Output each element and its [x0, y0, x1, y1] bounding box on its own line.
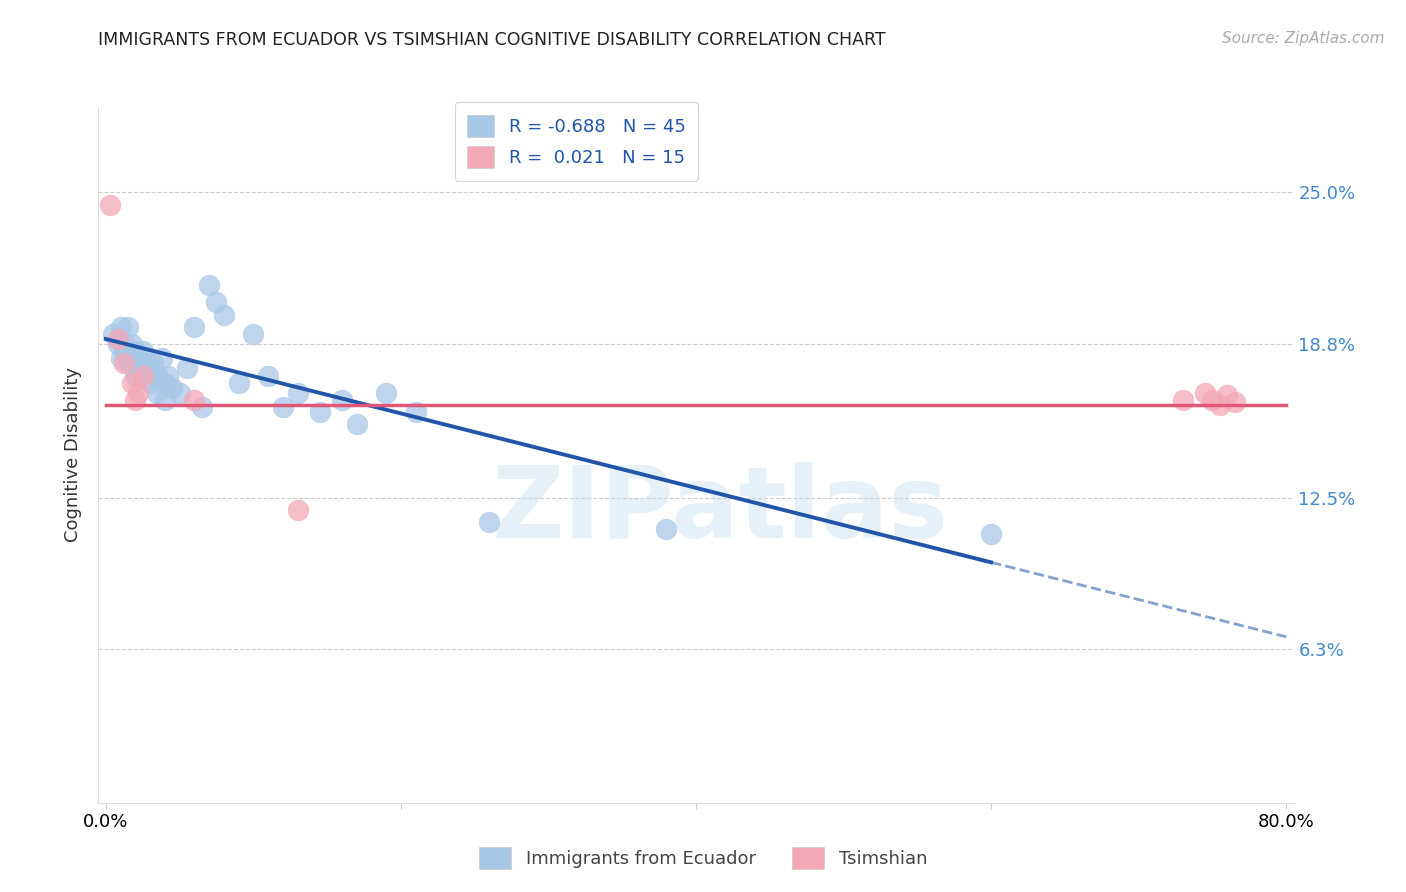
Point [228, 376, 250, 390]
Text: Source: ZipAtlas.com: Source: ZipAtlas.com [1222, 31, 1385, 46]
Point [101, 327, 124, 342]
Point [655, 522, 678, 536]
Point [127, 385, 149, 400]
Point [287, 385, 309, 400]
Point [153, 376, 176, 390]
Point [117, 356, 139, 370]
Point [405, 405, 427, 419]
Text: IMMIGRANTS FROM ECUADOR VS TSIMSHIAN COGNITIVE DISABILITY CORRELATION CHART: IMMIGRANTS FROM ECUADOR VS TSIMSHIAN COG… [98, 31, 886, 49]
Point [330, 392, 353, 407]
Point [212, 308, 235, 322]
Point [190, 401, 212, 415]
Point [169, 385, 191, 400]
Point [121, 376, 143, 390]
Point [114, 336, 136, 351]
Legend: R = -0.688   N = 45, R =  0.021   N = 15: R = -0.688 N = 45, R = 0.021 N = 15 [454, 103, 699, 180]
Point [1223, 395, 1246, 409]
Text: ZIPatlas: ZIPatlas [492, 462, 948, 559]
Point [117, 319, 139, 334]
Point [150, 351, 173, 366]
Point [127, 351, 149, 366]
Point [124, 368, 146, 383]
Point [110, 351, 132, 366]
Point [146, 385, 169, 400]
Point [980, 527, 1002, 541]
Point [346, 417, 368, 432]
Point [131, 344, 153, 359]
Point [131, 361, 153, 376]
Y-axis label: Cognitive Disability: Cognitive Disability [65, 368, 83, 542]
Point [139, 376, 162, 390]
Point [110, 319, 132, 334]
Point [205, 295, 228, 310]
Point [478, 515, 501, 529]
Point [198, 278, 221, 293]
Point [139, 361, 162, 376]
Point [1171, 392, 1194, 407]
Point [375, 385, 398, 400]
Point [271, 401, 294, 415]
Point [112, 356, 135, 370]
Point [156, 368, 179, 383]
Point [124, 344, 146, 359]
Point [112, 344, 135, 359]
Point [142, 356, 165, 370]
Point [136, 356, 159, 370]
Point [287, 503, 309, 517]
Point [176, 361, 198, 376]
Point [308, 405, 330, 419]
Point [107, 332, 129, 346]
Point [121, 336, 143, 351]
Point [242, 327, 264, 342]
Point [160, 381, 183, 395]
Point [1209, 398, 1232, 412]
Legend: Immigrants from Ecuador, Tsimshian: Immigrants from Ecuador, Tsimshian [470, 838, 936, 879]
Point [1194, 385, 1216, 400]
Point [1216, 388, 1239, 402]
Point [98, 197, 121, 211]
Point [183, 319, 205, 334]
Point [153, 392, 176, 407]
Point [183, 392, 205, 407]
Point [146, 368, 169, 383]
Point [1201, 392, 1223, 407]
Point [131, 368, 153, 383]
Point [107, 336, 129, 351]
Point [257, 368, 280, 383]
Point [124, 392, 146, 407]
